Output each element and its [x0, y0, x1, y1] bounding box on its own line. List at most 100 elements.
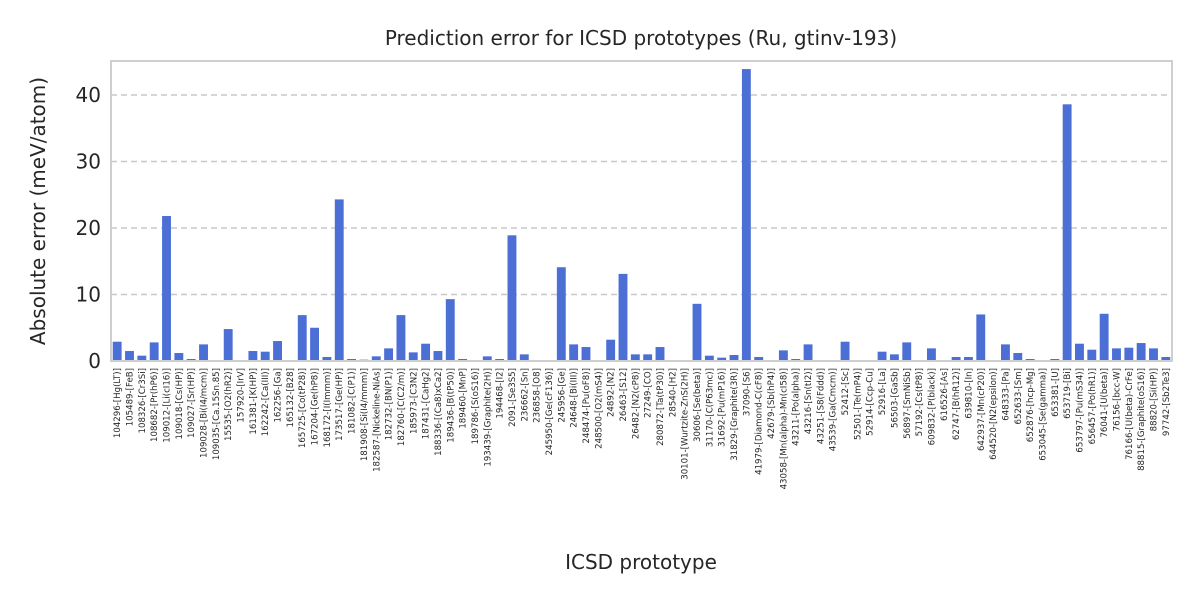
x-tick-label: 42679-[Sb(hP4)]	[767, 368, 777, 439]
x-tick-label: 642937-[Mn(cP20)]	[977, 368, 987, 451]
x-tick-label: 31170-[C(P63mc)]	[705, 368, 715, 447]
x-tick-label: 52412-[Sc]	[841, 368, 851, 415]
x-tick-label: 656457-[Po(hR1)]	[1088, 368, 1098, 444]
x-tick-label: 43251-[S8(Fddd)]	[816, 368, 826, 444]
bar	[840, 341, 850, 361]
bar	[421, 343, 431, 361]
x-tick-label: 43539-[Ga(Cmcm)]	[829, 368, 839, 451]
bar	[902, 342, 912, 361]
x-tick-label: 109028-[Bi(I4/mcm)]	[200, 368, 210, 458]
bar	[618, 273, 628, 361]
bar	[803, 344, 813, 361]
bar	[717, 357, 727, 361]
bar	[976, 314, 986, 361]
x-tick-label: 193439-[Graphite(2H)]	[483, 368, 493, 467]
x-tick-label: 245950-[Ge(cF136)]	[545, 368, 555, 455]
bar	[297, 315, 307, 361]
x-tick-label: 167204-[Ge(hP8)]	[311, 368, 321, 445]
bar	[1087, 349, 1097, 361]
x-tick-label: 76156-[bcc-W]	[1112, 368, 1122, 431]
bar	[334, 199, 344, 361]
x-tick-label: 52501-[Te(mP4)]	[853, 368, 863, 440]
x-tick-label: 30606-[Se(beta)]	[693, 368, 703, 442]
x-tick-label: 639810-[In]	[964, 368, 974, 419]
bar	[729, 355, 739, 361]
bar	[162, 216, 171, 361]
x-tick-label: 41979-[Diamond-C(cF8)]	[755, 368, 765, 475]
bar	[581, 347, 591, 361]
bar	[149, 342, 159, 361]
bars	[112, 69, 1171, 361]
y-tick-label: 30	[76, 150, 101, 174]
x-tick-label: 188336-[(Ca8)xCa2]	[434, 368, 444, 456]
bar	[1112, 348, 1121, 361]
x-tick-label: 43058-[Mn(alpha)-Mn(cI58)]	[779, 368, 789, 489]
x-tick-label: 173517-[Ge(HP)]	[335, 368, 345, 441]
bar	[137, 355, 147, 361]
bar	[248, 351, 258, 361]
x-tick-label: 105489-[FeB]	[126, 368, 136, 426]
bar	[877, 351, 887, 361]
bar	[643, 354, 653, 361]
x-tick-label: 182760-[C(C2/m)]	[397, 368, 407, 446]
x-tick-label: 56897-[SmNiSb]	[903, 368, 913, 439]
bar	[199, 344, 208, 361]
x-tick-label: 109018-[Cs(HP)]	[175, 368, 185, 439]
bar	[1013, 353, 1023, 361]
bar	[174, 353, 184, 361]
bar	[556, 267, 566, 361]
x-tick-label: 108682-[Pr(hP6)]	[150, 368, 160, 442]
x-tick-label: 648333-[Pa]	[1001, 368, 1011, 421]
bar	[371, 356, 381, 361]
bar	[1136, 343, 1146, 361]
y-tick-label: 0	[88, 349, 101, 373]
x-tick-label: 26482-[N2(cP8)]	[631, 368, 641, 439]
x-tick-label: 248474-[Pu(oF8)]	[582, 368, 592, 443]
x-tick-label: 653797-[Pu(mS34)]	[1075, 368, 1085, 453]
y-axis-label: Absolute error (meV/atom)	[26, 77, 50, 345]
x-tick-label: 43216-[Sn(tI2)]	[804, 368, 814, 434]
bar	[125, 351, 134, 361]
x-tick-label: 653381-[U]	[1051, 368, 1061, 417]
x-tick-label: 88820-[Si(HP)]	[1149, 368, 1159, 431]
bar	[396, 315, 406, 361]
y-tick-label: 10	[76, 283, 101, 307]
bar	[889, 354, 899, 361]
x-tick-label: 653045-[Se(gamma)]	[1038, 368, 1048, 461]
x-tick-label: 236662-[Sn]	[520, 368, 530, 422]
x-tick-label: 182732-[BN(P1)]	[385, 368, 395, 440]
plot-frame	[110, 60, 1173, 362]
x-tick-label: 162256-[Ga]	[274, 368, 284, 423]
x-tick-label: 181908-[Si(I4/mmm)]	[360, 368, 370, 461]
x-tick-label: 652633-[Sm]	[1014, 368, 1024, 424]
bar	[1149, 348, 1158, 361]
bar	[1062, 104, 1072, 361]
x-tick-label: 109012-[Li(cI16)]	[163, 368, 173, 443]
x-tick-label: 76166-[U(beta)-CrFe]	[1125, 368, 1135, 460]
bar	[482, 356, 492, 361]
x-tick-label: 616526-[As]	[940, 368, 950, 421]
x-tick-label: 52916-[La]	[878, 368, 888, 415]
bar	[926, 348, 936, 361]
bar	[273, 341, 282, 361]
x-tick-label: 56503-[GaSb]	[890, 368, 900, 428]
x-tick-label: 24648-[Bi(III)]	[570, 368, 580, 428]
x-tick-label: 165725-[Co(tP28)]	[298, 368, 308, 448]
bar	[1124, 347, 1134, 361]
bar	[778, 350, 788, 361]
x-tick-label: 157920-[IrV]	[237, 368, 247, 423]
bar	[1161, 357, 1171, 361]
x-tick-label: 88815-[Graphite(oS16)]	[1137, 368, 1147, 471]
x-tick-label: 108326-[Cr3Si]	[138, 368, 148, 433]
x-tick-label: 76041-[U(beta)]	[1100, 368, 1110, 438]
x-tick-label: 109027-[Sr(HP)]	[187, 368, 197, 438]
bar	[445, 299, 455, 361]
x-tick-label: 236858-[O8]	[533, 368, 543, 423]
x-axis-label: ICSD prototype	[565, 550, 717, 574]
x-tick-label: 15535-[O2(hR2)]	[224, 368, 234, 441]
x-tick-label: 162242-[Ca(III)]	[261, 368, 271, 436]
x-tick-label: 653719-[Bi]	[1063, 368, 1073, 419]
x-tick-label: 97742-[Sb2Te3]	[1162, 368, 1172, 436]
grid-lines	[111, 94, 1172, 296]
x-tick-label: 181082-[C(P1)]	[348, 368, 358, 434]
